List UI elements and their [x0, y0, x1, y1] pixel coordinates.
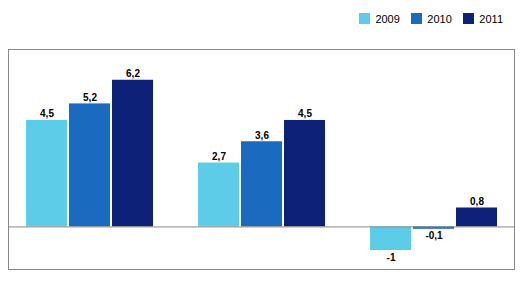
svg-text:4,5: 4,5 [298, 108, 312, 119]
svg-text:6,2: 6,2 [126, 68, 140, 79]
svg-text:4,5: 4,5 [40, 108, 54, 119]
svg-text:3,6: 3,6 [255, 129, 269, 140]
svg-text:5,2: 5,2 [83, 91, 97, 102]
svg-text:0,8: 0,8 [470, 195, 484, 206]
html-text:2011: 2011 [479, 12, 503, 25]
svg-text:-1: -1 [387, 251, 396, 262]
svg-text:-0,1: -0,1 [425, 230, 443, 241]
svg-text:2,7: 2,7 [212, 151, 226, 162]
html-text:2010: 2010 [427, 12, 452, 25]
html-text:2009: 2009 [375, 12, 400, 25]
